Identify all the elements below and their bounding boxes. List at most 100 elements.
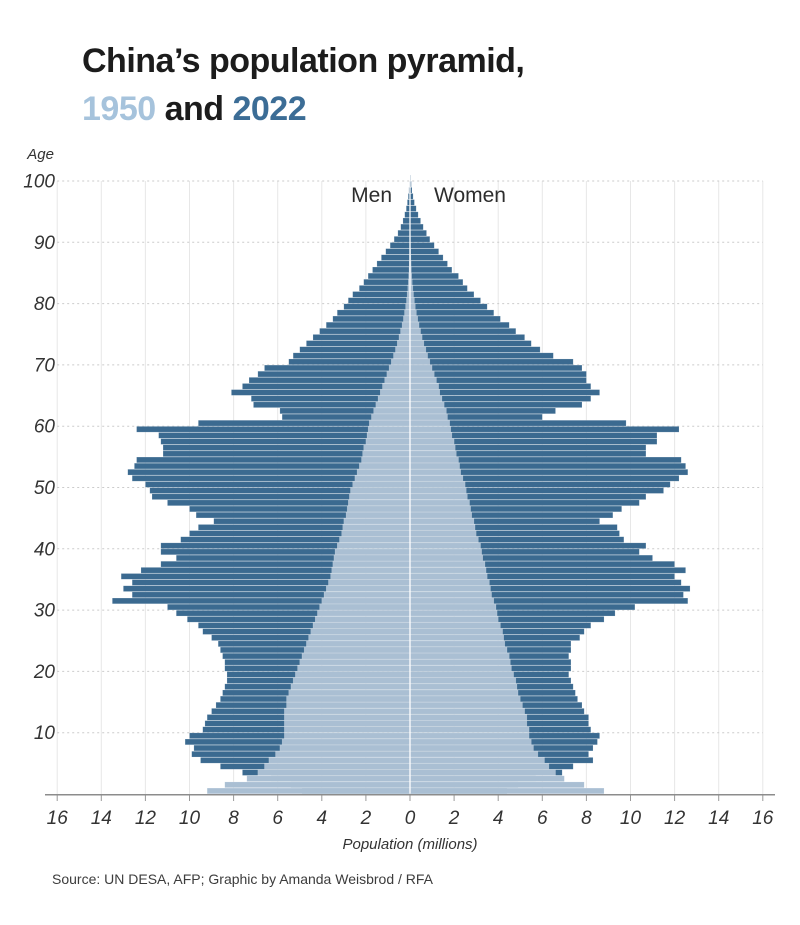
y-tick-label: 20 bbox=[33, 662, 56, 683]
1950-women-age-47 bbox=[409, 499, 470, 506]
1950-men-age-33 bbox=[325, 585, 411, 592]
x-axis-title: Population (millions) bbox=[342, 836, 478, 853]
2022-men-age-84 bbox=[367, 272, 411, 280]
1950-women-age-5 bbox=[409, 757, 545, 764]
title-year-1950: 1950 bbox=[82, 90, 156, 128]
men-series-label: Men bbox=[351, 184, 392, 207]
2022-women-age-95 bbox=[409, 205, 417, 212]
1950-men-age-71 bbox=[393, 352, 411, 359]
2022-women-age-93 bbox=[409, 217, 421, 224]
source-credit: Source: UN DESA, AFP; Graphic by Amanda … bbox=[52, 871, 434, 887]
1950-women-age-79 bbox=[409, 303, 416, 310]
1950-women-age-57 bbox=[409, 438, 455, 445]
1950-women-age-6 bbox=[409, 751, 539, 758]
1950-women-age-41 bbox=[409, 536, 479, 543]
2022-women-age-87 bbox=[409, 254, 444, 261]
1950-men-age-10 bbox=[284, 726, 411, 733]
2022-men-age-76 bbox=[325, 321, 411, 329]
1950-men-age-41 bbox=[339, 536, 411, 543]
1950-women-age-12 bbox=[409, 714, 528, 721]
1950-women-age-46 bbox=[409, 505, 471, 513]
1950-men-age-0 bbox=[206, 787, 411, 795]
2022-men-age-77 bbox=[332, 315, 411, 323]
2022-women-age-73 bbox=[409, 340, 532, 347]
1950-women-age-77 bbox=[409, 315, 418, 323]
1950-women-age-22 bbox=[409, 652, 510, 660]
1950-men-age-2 bbox=[246, 775, 411, 782]
1950-women-age-19 bbox=[409, 671, 514, 678]
1950-men-age-66 bbox=[382, 383, 411, 390]
1950-women-age-60 bbox=[409, 420, 450, 427]
x-tick-label: 16 bbox=[47, 808, 69, 829]
1950-men-age-12 bbox=[284, 714, 411, 721]
1950-men-age-68 bbox=[386, 370, 411, 378]
1950-women-age-48 bbox=[409, 493, 468, 500]
2022-men-age-69 bbox=[264, 364, 411, 372]
1950-men-age-53 bbox=[359, 462, 411, 470]
1950-men-age-29 bbox=[317, 610, 411, 617]
2022-women-age-92 bbox=[409, 223, 424, 231]
1950-women-age-76 bbox=[409, 321, 420, 329]
1950-women-age-18 bbox=[409, 677, 517, 684]
1950-men-age-6 bbox=[275, 751, 411, 758]
2022-women-age-74 bbox=[409, 334, 525, 341]
1950-women-age-15 bbox=[409, 695, 521, 703]
1950-men-age-37 bbox=[332, 561, 411, 568]
x-tick-label: 16 bbox=[752, 808, 774, 829]
1950-men-age-31 bbox=[321, 597, 411, 605]
1950-men-age-22 bbox=[301, 652, 411, 660]
2022-women-age-68 bbox=[409, 370, 587, 378]
2022-men-age-93 bbox=[402, 217, 411, 224]
1950-women-age-68 bbox=[409, 370, 435, 378]
1950-men-age-49 bbox=[350, 487, 411, 494]
1950-men-age-7 bbox=[279, 744, 411, 752]
1950-men-age-38 bbox=[333, 554, 411, 562]
2022-men-age-74 bbox=[312, 334, 411, 341]
bars-1950-women bbox=[409, 199, 605, 795]
1950-men-age-20 bbox=[297, 665, 411, 672]
x-tick-label: 2 bbox=[360, 808, 372, 829]
women-series-label: Women bbox=[434, 184, 506, 207]
1950-women-age-0 bbox=[409, 787, 605, 795]
1950-men-age-14 bbox=[286, 702, 411, 709]
1950-men-age-52 bbox=[356, 469, 411, 476]
y-tick-label: 50 bbox=[34, 478, 56, 499]
1950-women-age-4 bbox=[409, 763, 550, 770]
2022-men-age-78 bbox=[336, 309, 411, 316]
1950-women-age-70 bbox=[409, 358, 431, 365]
1950-women-age-72 bbox=[409, 346, 427, 353]
1950-women-age-23 bbox=[409, 646, 508, 654]
1950-women-age-51 bbox=[409, 475, 464, 482]
1950-men-age-56 bbox=[363, 444, 411, 451]
1950-women-age-30 bbox=[409, 603, 497, 611]
1950-men-age-65 bbox=[379, 389, 411, 396]
y-tick-label: 40 bbox=[34, 539, 56, 560]
1950-men-age-70 bbox=[391, 358, 411, 365]
1950-men-age-40 bbox=[336, 542, 411, 549]
1950-men-age-3 bbox=[257, 769, 411, 776]
1950-men-age-72 bbox=[395, 346, 411, 353]
1950-men-age-50 bbox=[352, 481, 411, 488]
x-tick-label: 10 bbox=[620, 808, 642, 829]
2022-men-age-91 bbox=[397, 229, 411, 237]
1950-men-age-26 bbox=[310, 628, 411, 635]
1950-men-age-45 bbox=[345, 511, 411, 519]
1950-men-age-5 bbox=[268, 757, 411, 764]
1950-men-age-57 bbox=[365, 438, 411, 445]
1950-men-age-54 bbox=[361, 456, 411, 464]
1950-women-age-54 bbox=[409, 456, 459, 464]
1950-men-age-23 bbox=[303, 646, 411, 654]
1950-women-age-17 bbox=[409, 683, 518, 690]
1950-women-age-39 bbox=[409, 548, 482, 555]
1950-men-age-55 bbox=[362, 450, 411, 457]
title-and-word: and bbox=[155, 90, 233, 128]
y-tick-label: 60 bbox=[34, 417, 56, 438]
x-tick-label: 6 bbox=[537, 808, 548, 829]
1950-men-age-17 bbox=[290, 683, 411, 690]
1950-men-age-19 bbox=[295, 671, 411, 678]
2022-men-age-92 bbox=[400, 223, 411, 231]
1950-men-age-13 bbox=[284, 708, 411, 715]
1950-men-age-47 bbox=[348, 499, 411, 506]
1950-men-age-35 bbox=[330, 573, 411, 580]
